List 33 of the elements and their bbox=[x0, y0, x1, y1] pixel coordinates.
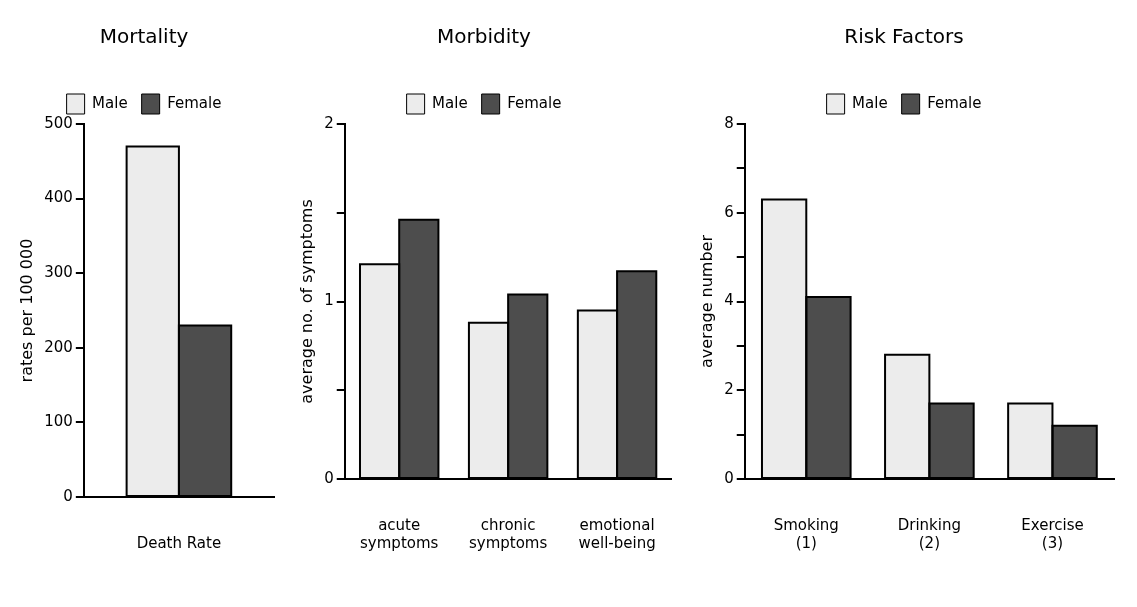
y-axis-title: rates per 100 000 bbox=[16, 238, 36, 383]
y-axis-title: average no. of symptoms bbox=[296, 199, 316, 404]
y-tick-label: 4 bbox=[724, 291, 734, 310]
y-tick-label: 100 bbox=[44, 412, 73, 431]
y-tick-label: 300 bbox=[44, 263, 73, 282]
chart-title: Morbidity bbox=[437, 24, 532, 49]
legend-label: Female bbox=[927, 93, 982, 112]
x-tick-label: emotional well-being bbox=[578, 515, 656, 552]
y-tick-label: 0 bbox=[324, 468, 334, 487]
y-tick-label: 400 bbox=[44, 188, 73, 207]
chart-title: Mortality bbox=[99, 24, 189, 49]
y-tick-label: 0 bbox=[724, 468, 734, 487]
y-tick-label: 0 bbox=[63, 486, 73, 505]
x-tick-label: Exercise (3) bbox=[1021, 515, 1084, 552]
legend-label: Male bbox=[852, 93, 888, 112]
y-axis-title: average number bbox=[696, 234, 716, 369]
y-tick-label: 8 bbox=[724, 113, 734, 132]
x-tick-label: Death Rate bbox=[136, 533, 222, 552]
y-tick-label: 2 bbox=[324, 113, 334, 132]
x-tick-label: Drinking (2) bbox=[897, 515, 962, 552]
x-tick-label: Smoking (1) bbox=[773, 515, 839, 552]
legend-label: Male bbox=[92, 93, 128, 112]
y-tick-label: 200 bbox=[44, 337, 73, 356]
y-tick-label: 6 bbox=[724, 202, 734, 221]
x-tick-label: acute symptoms bbox=[360, 515, 439, 552]
legend-label: Male bbox=[432, 93, 468, 112]
x-tick-label: chronic symptoms bbox=[468, 515, 548, 552]
y-tick-label: 500 bbox=[44, 113, 73, 132]
chart-title: Risk Factors bbox=[844, 24, 964, 49]
y-tick-label: 1 bbox=[324, 291, 334, 310]
legend-label: Female bbox=[167, 93, 222, 112]
y-tick-label: 2 bbox=[724, 380, 734, 399]
legend-label: Female bbox=[507, 93, 562, 112]
